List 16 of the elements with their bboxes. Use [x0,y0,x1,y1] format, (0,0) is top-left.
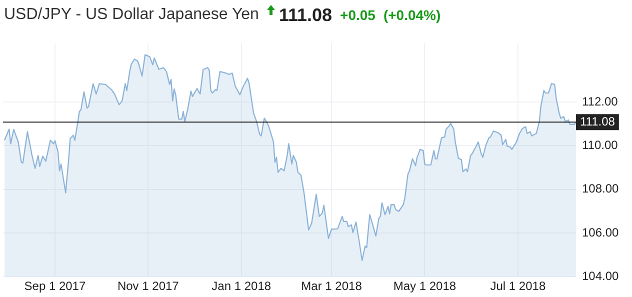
text: +0.05 [340,7,376,23]
ref-line-label: 111.08 [580,114,616,128]
y-tick-label: 108.00 [582,182,620,196]
x-tick-label: Sep 1 2017 [24,279,86,294]
x-tick-label: Mar 1 2018 [301,279,362,294]
x-tick-label: Jul 1 2018 [490,279,546,294]
chart-title: USD/JPY - US Dollar Japanese Yen [4,6,259,24]
y-tick-label: 106.00 [582,225,620,240]
y-tick-label: 112.00 [582,94,618,108]
y-tick-label: 110.00 [582,138,618,152]
x-tick-label: Nov 1 2017 [117,279,180,294]
text: 111.08 [278,4,332,26]
y-tick-label: 104.00 [582,268,620,283]
x-tick-label: Jan 1 2018 [212,279,272,294]
x-tick-label: May 1 2018 [393,279,456,294]
text: (+0.04%) [383,7,441,23]
